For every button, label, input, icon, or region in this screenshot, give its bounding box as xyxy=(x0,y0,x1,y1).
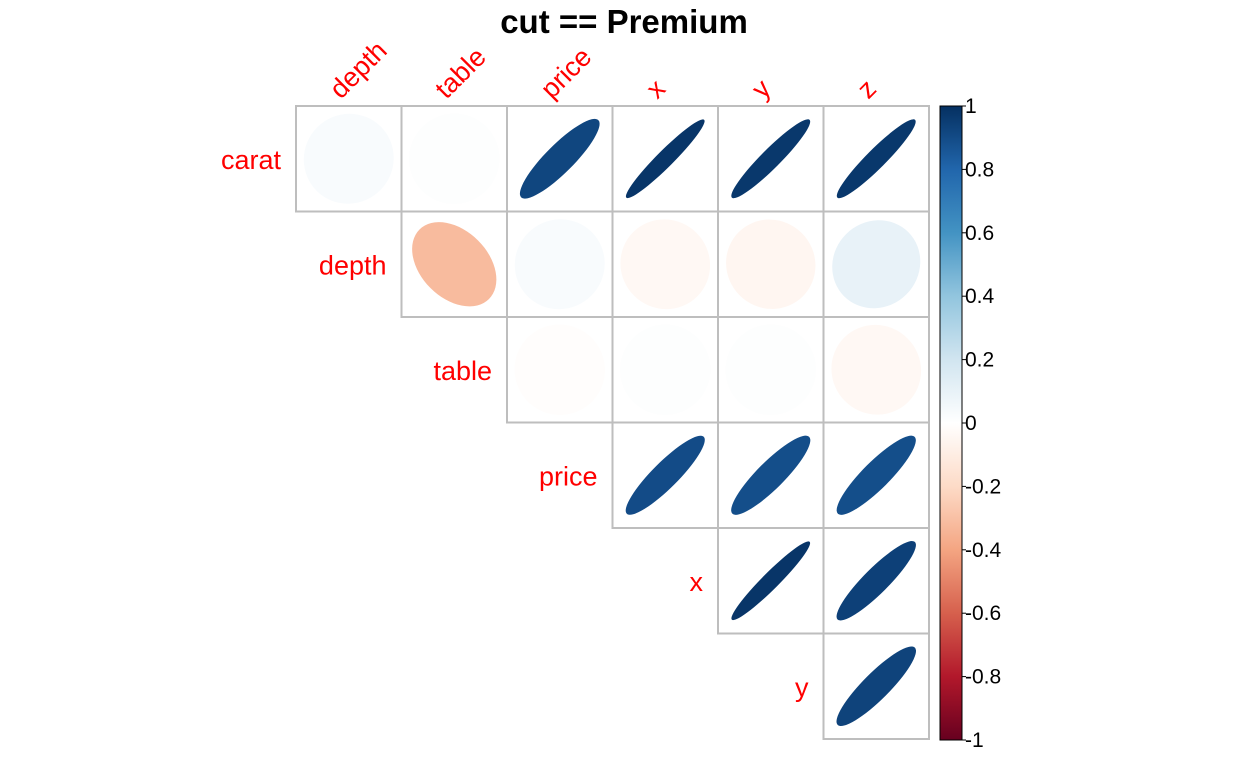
corr-ellipse-x-y xyxy=(731,541,811,621)
colorbar-tick-label: -0.2 xyxy=(965,475,1001,498)
column-label-y: y xyxy=(746,73,777,104)
column-label-price: price xyxy=(535,42,598,105)
colorbar-tick-label: -1 xyxy=(965,729,984,752)
colorbar-tick-label: 0.6 xyxy=(965,222,994,245)
corr-ellipse-carat-y xyxy=(731,119,811,199)
corr-ellipse-x-z xyxy=(836,541,916,621)
row-label-table: table xyxy=(433,356,492,386)
corr-ellipse-table-y xyxy=(725,324,816,415)
row-label-price: price xyxy=(539,461,598,491)
corr-ellipse-price-z xyxy=(836,435,916,515)
column-label-z: z xyxy=(851,73,882,104)
colorbar-tick-label: -0.8 xyxy=(965,666,1001,689)
chart-title: cut == Premium xyxy=(500,3,748,40)
corr-ellipse-depth-table xyxy=(412,222,497,307)
corr-ellipse-carat-table xyxy=(409,113,500,204)
corr-ellipse-depth-y xyxy=(726,219,816,309)
colorbar-gradient xyxy=(939,105,963,741)
corr-ellipse-depth-price xyxy=(514,219,605,310)
column-label-x: x xyxy=(640,73,671,104)
corr-ellipse-price-y xyxy=(731,435,811,515)
corr-ellipse-depth-z xyxy=(832,220,921,309)
colorbar-tick-label: -0.4 xyxy=(965,539,1002,562)
colorbar-tick-label: 0.8 xyxy=(965,158,994,181)
cell-border xyxy=(822,632,930,740)
row-label-y: y xyxy=(795,672,809,702)
cell-borders xyxy=(295,105,930,740)
row-label-depth: depth xyxy=(319,250,387,280)
colorbar-tick-label: 0.2 xyxy=(965,349,994,372)
corr-ellipse-price-x xyxy=(625,435,705,515)
corr-ellipse-y-z xyxy=(836,646,917,727)
colorbar-tick-label: 0.4 xyxy=(965,285,995,308)
corr-ellipse-carat-z xyxy=(836,119,916,199)
row-label-carat: carat xyxy=(221,145,282,175)
row-label-x: x xyxy=(690,567,704,597)
column-labels: depth table price x y z xyxy=(324,35,882,104)
corr-ellipse-table-x xyxy=(620,324,711,415)
column-label-table: table xyxy=(429,42,492,105)
corr-ellipse-depth-x xyxy=(620,219,711,310)
corr-ellipse-carat-depth xyxy=(303,113,394,204)
corr-ellipse-carat-price xyxy=(519,118,600,199)
colorbar-tick-label: 1 xyxy=(965,95,977,118)
colorbar-tick-label: -0.6 xyxy=(965,602,1001,625)
cells-layer xyxy=(295,105,930,740)
corr-ellipse-table-price xyxy=(514,324,605,415)
row-labels: carat depth table price x y xyxy=(221,145,809,703)
corr-ellipse-table-z xyxy=(831,324,922,415)
colorbar-tick-label: 0 xyxy=(965,412,977,435)
corr-ellipse-carat-x xyxy=(625,119,705,199)
column-label-depth: depth xyxy=(324,35,393,104)
colorbar: 1 0.8 0.6 0.4 0.2 0 -0.2 -0.4 -0.6 -0.8 -1 xyxy=(939,95,1002,752)
cell-ellipses xyxy=(303,113,922,727)
